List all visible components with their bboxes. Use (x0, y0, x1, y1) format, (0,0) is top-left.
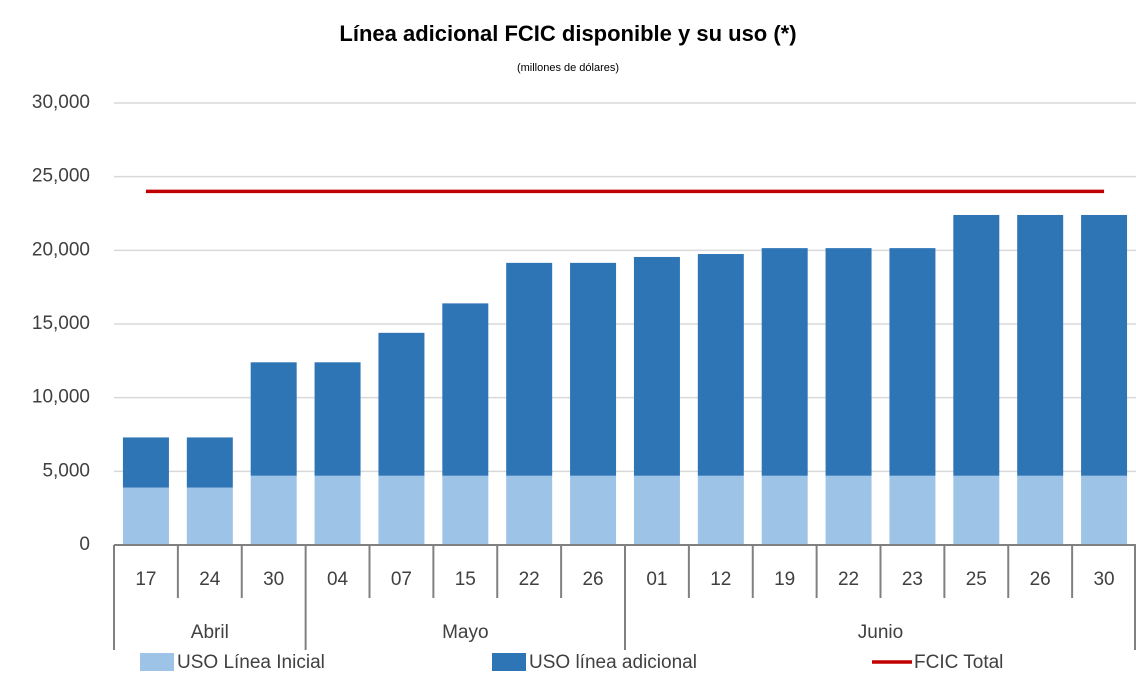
bar-segment (1081, 214, 1128, 476)
y-tick-label: 15,000 (32, 313, 90, 334)
x-tick-label: 22 (519, 569, 540, 590)
y-tick-label: 5,000 (42, 460, 90, 481)
bar-segment (1017, 475, 1064, 545)
x-tick-label: 19 (774, 569, 795, 590)
x-tick-label: 26 (1030, 569, 1051, 590)
legend-label: USO Línea Inicial (177, 652, 325, 673)
bar-segment (761, 475, 808, 545)
bar-segment (250, 475, 297, 545)
bar-segment (825, 475, 872, 545)
y-tick-label: 20,000 (32, 239, 90, 260)
bar-segment (122, 487, 169, 545)
x-tick-label: 30 (1093, 569, 1114, 590)
x-tick-label: 24 (199, 569, 221, 590)
bar-segment (633, 475, 680, 545)
x-tick-label: 23 (902, 569, 923, 590)
bar-segment (761, 248, 808, 476)
x-tick-label: 17 (135, 569, 156, 590)
bar-segment (697, 254, 744, 476)
bar-segment (633, 256, 680, 476)
legend-label: FCIC Total (914, 652, 1003, 673)
bar-segment (1017, 214, 1064, 476)
bar-segment (186, 487, 233, 545)
bar-segment (378, 332, 425, 476)
bar-segment (506, 262, 553, 476)
bar-segment (442, 475, 489, 545)
x-tick-label: 25 (966, 569, 987, 590)
x-tick-label: 22 (838, 569, 859, 590)
x-group-label: Mayo (442, 622, 488, 643)
x-tick-label: 01 (646, 569, 667, 590)
x-tick-label: 12 (710, 569, 731, 590)
x-group-label: Abril (191, 622, 229, 643)
bar-segment (697, 475, 744, 545)
y-tick-label: 0 (79, 534, 90, 555)
legend-swatch (492, 653, 526, 671)
legend-swatch (140, 653, 174, 671)
bar-segment (889, 248, 936, 476)
bar-segment (378, 475, 425, 545)
chart-subtitle: (millones de dólares) (517, 62, 619, 74)
x-tick-label: 15 (455, 569, 476, 590)
bar-segment (825, 248, 872, 476)
bar-segment (953, 214, 1000, 476)
bar-segment (506, 475, 553, 545)
bar-segment (953, 475, 1000, 545)
bar-segment (570, 262, 617, 476)
bar-segment (314, 475, 361, 545)
bar-segment (889, 475, 936, 545)
bar-segment (442, 303, 489, 476)
y-tick-label: 10,000 (32, 387, 90, 408)
x-tick-label: 07 (391, 569, 412, 590)
bar-segment (250, 362, 297, 476)
bar-segment (570, 475, 617, 545)
x-tick-label: 30 (263, 569, 284, 590)
y-tick-label: 30,000 (32, 92, 90, 113)
bar-segment (1081, 475, 1128, 545)
chart-title: Línea adicional FCIC disponible y su uso… (339, 21, 796, 46)
x-tick-label: 26 (582, 569, 603, 590)
y-tick-label: 25,000 (32, 166, 90, 187)
bar-segment (314, 362, 361, 476)
x-group-label: Junio (858, 622, 903, 643)
bar-segment (122, 437, 169, 488)
x-tick-label: 04 (327, 569, 349, 590)
bar-segment (186, 437, 233, 488)
legend-label: USO línea adicional (529, 652, 697, 673)
